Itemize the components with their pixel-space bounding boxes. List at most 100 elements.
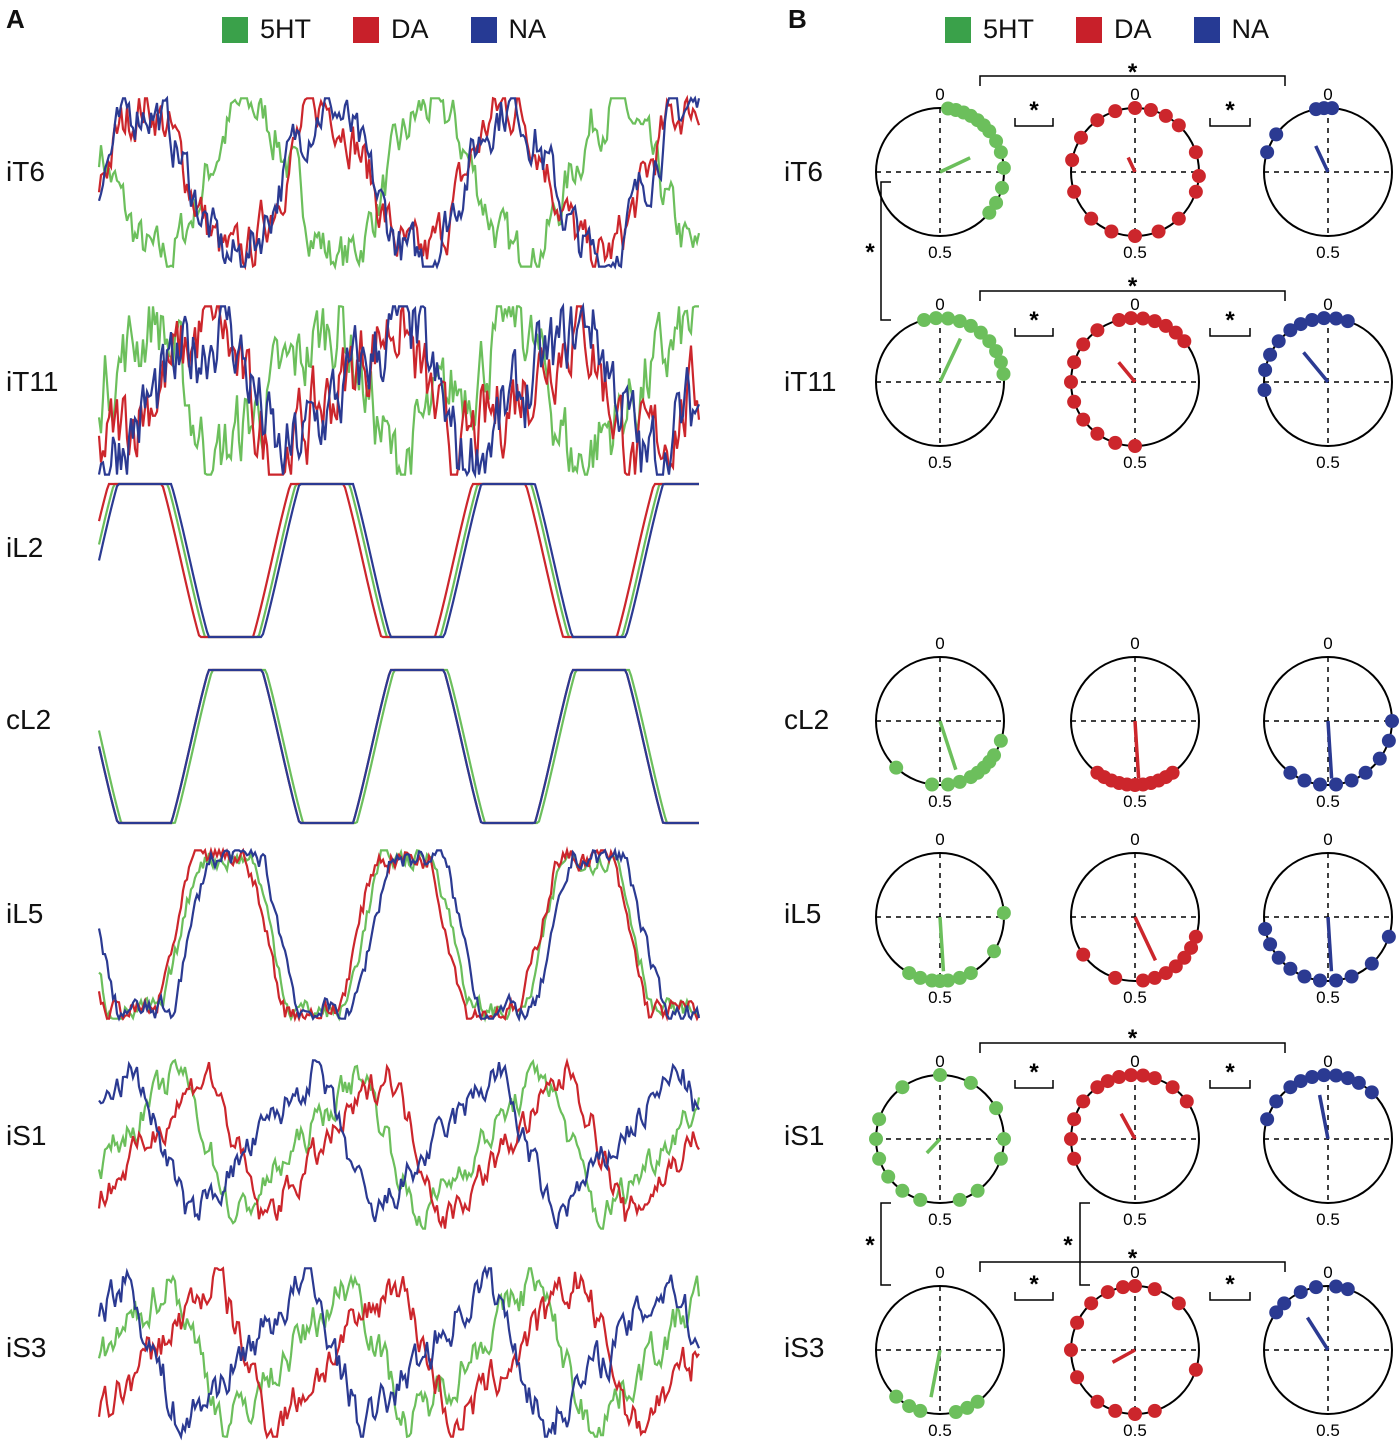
- polar-dot-5ht: [881, 1169, 896, 1184]
- polar-dot-da: [1076, 337, 1091, 352]
- trace-label: iL5: [6, 898, 44, 929]
- significance-bracket: [979, 1042, 1286, 1053]
- significance-star: *: [1029, 1271, 1039, 1298]
- polar-dot-da: [1171, 118, 1186, 133]
- polar-dot-na: [1325, 101, 1340, 116]
- significance-star: *: [1225, 97, 1235, 124]
- polar-dot-na: [1258, 921, 1273, 936]
- significance-bracket: [979, 75, 1286, 86]
- polar-dot-na: [1269, 1094, 1284, 1109]
- significance-star: *: [1128, 1245, 1138, 1272]
- polar-label-top: 0: [1323, 1263, 1332, 1282]
- trace-label: iS1: [6, 1120, 47, 1151]
- polar-dot-5ht: [933, 1068, 947, 1082]
- polar-dot-da: [1065, 153, 1080, 168]
- polar-mean-vector-na: [1317, 1094, 1330, 1140]
- polar-dot-da: [1067, 184, 1082, 199]
- significance-bracket: [1014, 328, 1054, 337]
- legend-a: 5HT DA NA: [222, 14, 546, 45]
- polar-dot-5ht: [913, 970, 928, 985]
- polar-row-label: iS3: [784, 1332, 825, 1363]
- significance-star: *: [1128, 273, 1138, 300]
- polar-label-top: 0: [935, 295, 944, 314]
- polar-dot-5ht: [889, 760, 904, 775]
- polar-dot-da: [1136, 973, 1151, 988]
- significance-bracket: [1209, 1292, 1251, 1301]
- polar-dot-5ht: [970, 765, 985, 780]
- polar-dot-da: [1168, 325, 1183, 340]
- trace-line-na: [97, 668, 699, 825]
- polar-dot-5ht: [989, 344, 1004, 359]
- polar-dot-da: [1116, 1280, 1131, 1295]
- polar-dot-na: [1364, 956, 1379, 971]
- polar-mean-vector-da: [1117, 361, 1137, 384]
- polar-mean-vector-na: [1314, 145, 1330, 173]
- significance-bracket: [880, 1202, 891, 1286]
- polar-label-top: 0: [1323, 830, 1332, 849]
- polar-dot-na: [1258, 363, 1273, 378]
- polar-mean-vector-5ht: [938, 916, 946, 972]
- polar-label-top: 0: [1130, 1263, 1139, 1282]
- polar-dot-na: [1263, 937, 1278, 952]
- polar-dot-da: [1067, 394, 1082, 409]
- polar-dot-da: [1112, 1070, 1127, 1085]
- polar-dot-5ht: [993, 733, 1008, 748]
- trace-line-da: [97, 305, 701, 476]
- polar-row-label: cL2: [784, 704, 830, 735]
- trace-line-na: [97, 95, 701, 270]
- polar-dot-5ht: [970, 1394, 985, 1409]
- polar-dot-5ht: [872, 1151, 887, 1166]
- polar-dot-na: [1260, 1112, 1275, 1127]
- polar-dot-da: [1128, 1279, 1142, 1293]
- polar-dot-5ht: [895, 1080, 910, 1095]
- polar-dot-na: [1372, 751, 1387, 766]
- polar-label-top: 0: [1130, 295, 1139, 314]
- polar-dot-da: [1084, 211, 1099, 226]
- polar-dot-5ht: [963, 1075, 978, 1090]
- polar-dot-5ht: [996, 366, 1011, 381]
- polar-dot-da: [1090, 426, 1105, 441]
- polar-dot-da: [1171, 1296, 1186, 1311]
- significance-bracket: [979, 1261, 1286, 1272]
- polar-dot-na: [1283, 765, 1298, 780]
- polar-dot-5ht: [889, 1389, 904, 1404]
- polar-dot-na: [1297, 773, 1312, 788]
- trace-line-na: [98, 1059, 700, 1230]
- polar-dot-da: [1147, 314, 1162, 329]
- polar-dot-na: [1293, 317, 1308, 332]
- polar-dot-da: [1165, 1080, 1180, 1095]
- polar-label-top: 0: [1130, 830, 1139, 849]
- polar-dot-da: [1188, 929, 1203, 944]
- polar-dot-da: [1064, 375, 1078, 389]
- trace-line-da: [97, 1057, 700, 1229]
- polar-dot-na: [1358, 765, 1373, 780]
- significance-bracket: [1209, 1080, 1251, 1089]
- polar-label-bottom: 0.5: [928, 1421, 952, 1440]
- polar-dot-5ht: [993, 145, 1008, 160]
- trace-line-na: [97, 1264, 701, 1441]
- polar-dot-5ht: [963, 318, 978, 333]
- polar-label-bottom: 0.5: [928, 243, 952, 262]
- polar-dot-da: [1070, 1370, 1085, 1385]
- polar-dot-na: [1316, 311, 1331, 326]
- polar-mean-vector-da: [1111, 1348, 1136, 1364]
- polar-dot-5ht: [902, 1399, 917, 1414]
- polar-mean-vector-da: [1133, 916, 1158, 962]
- polar-dot-5ht: [941, 311, 956, 326]
- polar-dot-da: [1090, 1394, 1105, 1409]
- polar-dot-da: [1112, 313, 1127, 328]
- polar-mean-vector-na: [1302, 351, 1330, 384]
- polar-dot-da: [1179, 1094, 1194, 1109]
- polar-dot-da: [1158, 108, 1173, 123]
- polar-dot-5ht: [989, 1101, 1004, 1116]
- polar-dot-5ht: [973, 325, 988, 340]
- polar-dot-na: [1271, 950, 1286, 965]
- polar-dot-5ht: [994, 180, 1009, 195]
- significance-bracket: [979, 290, 1286, 301]
- polar-dot-na: [1344, 969, 1359, 984]
- panel-b-label: B: [788, 4, 807, 34]
- polar-dot-da: [1188, 1362, 1203, 1377]
- polar-dot-da: [1090, 1080, 1105, 1095]
- polar-dot-da: [1184, 940, 1199, 955]
- legend-swatch-5ht: [222, 16, 248, 43]
